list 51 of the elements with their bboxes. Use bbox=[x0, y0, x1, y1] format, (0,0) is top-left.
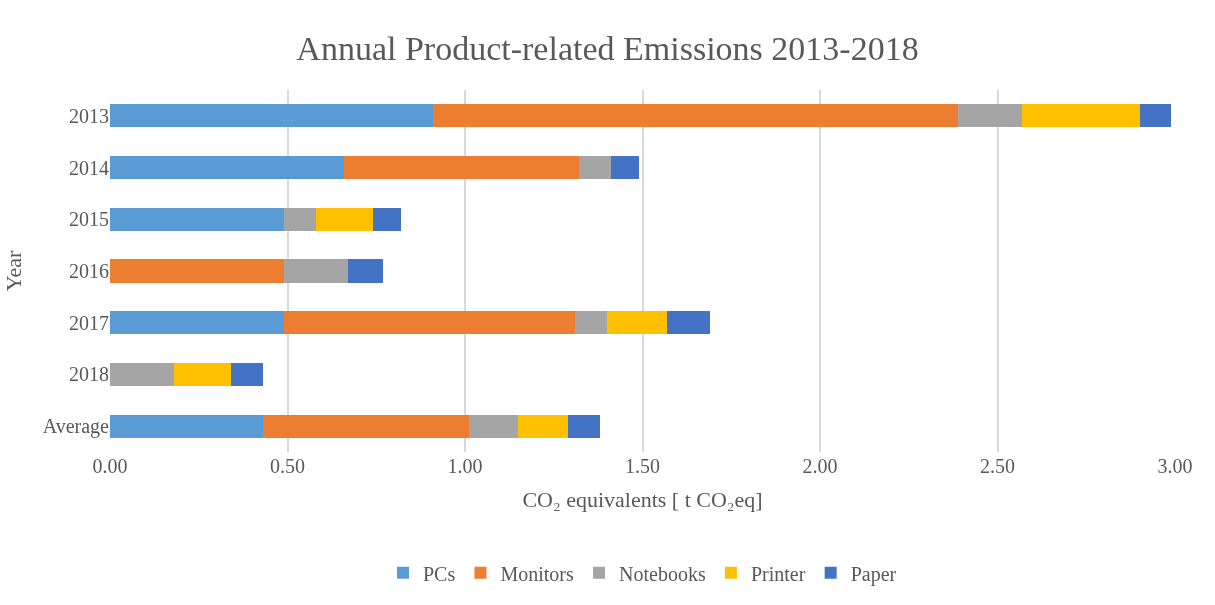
x-tick-label: 0.00 bbox=[92, 455, 128, 477]
y-tick-label: 2016 bbox=[69, 260, 109, 282]
bar bbox=[283, 311, 576, 335]
bar bbox=[110, 311, 284, 335]
bar bbox=[110, 207, 284, 231]
y-tick-label: 2014 bbox=[69, 156, 109, 179]
bar bbox=[283, 207, 316, 231]
bar bbox=[110, 259, 284, 283]
bar bbox=[578, 155, 611, 180]
x-tick-label: 2.00 bbox=[802, 455, 838, 477]
legend-label: Monitors bbox=[500, 562, 575, 585]
bar bbox=[468, 414, 519, 438]
legend-label: Paper bbox=[850, 562, 897, 586]
x-tick-label: 1.00 bbox=[447, 455, 483, 477]
bar bbox=[230, 362, 263, 387]
x-tick-label: 3.00 bbox=[1157, 455, 1193, 477]
x-tick-label: 1.50 bbox=[625, 455, 660, 477]
bar bbox=[173, 362, 231, 387]
bar bbox=[567, 414, 600, 438]
legend-label: Notebooks bbox=[619, 562, 706, 585]
bar bbox=[283, 259, 348, 283]
bar bbox=[610, 155, 639, 180]
bar bbox=[344, 155, 579, 180]
bar bbox=[110, 362, 174, 387]
bar bbox=[667, 311, 710, 335]
y-tick-label: 2013 bbox=[69, 104, 109, 127]
x-axis-title: CO₂ equivalents [ t CO₂eq] bbox=[522, 486, 763, 512]
bar bbox=[372, 207, 402, 231]
bar bbox=[518, 414, 568, 438]
bar bbox=[433, 104, 959, 128]
bar bbox=[262, 414, 469, 438]
bar bbox=[110, 104, 434, 128]
bar bbox=[315, 207, 373, 231]
bar bbox=[347, 259, 384, 283]
x-tick-label: 2.50 bbox=[980, 455, 1015, 477]
y-axis-title: Year bbox=[0, 250, 26, 292]
bar bbox=[110, 155, 345, 180]
y-tick-label: Average bbox=[42, 415, 110, 439]
legend-label: Printer bbox=[750, 562, 806, 585]
x-tick-label: 0.50 bbox=[270, 455, 305, 477]
y-tick-label: 2018 bbox=[69, 363, 109, 386]
y-tick-label: 2017 bbox=[69, 311, 109, 334]
bar bbox=[110, 414, 263, 438]
bar bbox=[958, 104, 1023, 128]
bar bbox=[575, 311, 607, 335]
legend-label: PCs bbox=[423, 562, 456, 585]
bar bbox=[607, 311, 668, 335]
y-tick-label: 2015 bbox=[69, 208, 109, 231]
bar bbox=[1022, 104, 1140, 128]
chart-title: Annual Product-related Emissions 2013-2018 bbox=[296, 30, 919, 68]
bar bbox=[1139, 104, 1172, 128]
